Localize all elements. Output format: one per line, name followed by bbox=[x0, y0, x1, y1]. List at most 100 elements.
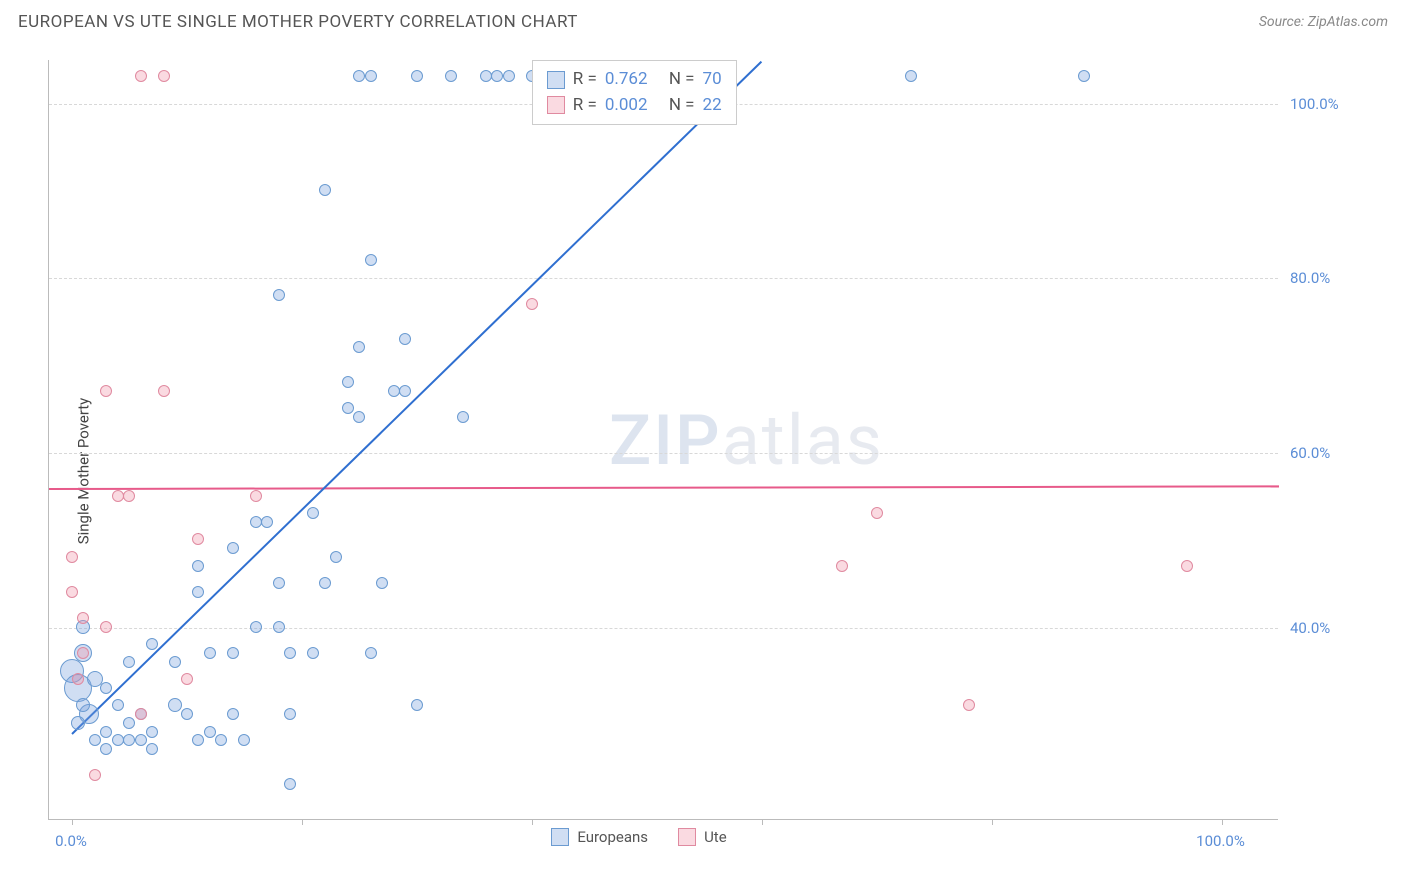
european-point bbox=[1078, 70, 1090, 82]
european-point bbox=[307, 647, 319, 659]
european-point bbox=[284, 708, 296, 720]
european-point bbox=[100, 726, 112, 738]
european-point bbox=[342, 376, 354, 388]
european-point bbox=[399, 385, 411, 397]
european-point bbox=[71, 716, 85, 730]
european-point bbox=[273, 621, 285, 633]
european-point bbox=[353, 341, 365, 353]
european-point bbox=[273, 289, 285, 301]
european-point bbox=[146, 726, 158, 738]
european-point bbox=[100, 743, 112, 755]
european-point bbox=[353, 411, 365, 423]
legend-label: Ute bbox=[704, 828, 727, 846]
gridline-h bbox=[49, 278, 1278, 279]
x-tick bbox=[762, 819, 763, 825]
ute-point bbox=[158, 70, 170, 82]
european-point bbox=[146, 638, 158, 650]
european-point bbox=[353, 70, 365, 82]
legend-swatch bbox=[547, 71, 565, 89]
ute-point bbox=[112, 490, 124, 502]
european-point bbox=[503, 70, 515, 82]
european-point bbox=[250, 516, 262, 528]
ute-point bbox=[158, 385, 170, 397]
european-regression-line bbox=[71, 60, 762, 734]
n-label: N = bbox=[669, 67, 695, 93]
european-point bbox=[100, 682, 112, 694]
european-point bbox=[204, 726, 216, 738]
european-point bbox=[227, 708, 239, 720]
legend-row: R = 0.762 N = 70 bbox=[547, 67, 722, 93]
ute-point bbox=[100, 621, 112, 633]
european-point bbox=[123, 717, 135, 729]
legend-swatch bbox=[551, 828, 569, 846]
european-point bbox=[123, 656, 135, 668]
european-point bbox=[411, 70, 423, 82]
ute-point bbox=[963, 699, 975, 711]
x-axis-legend: Europeans Ute bbox=[0, 828, 1278, 846]
ute-point bbox=[123, 490, 135, 502]
european-point bbox=[284, 647, 296, 659]
european-point bbox=[112, 734, 124, 746]
european-point bbox=[388, 385, 400, 397]
european-point bbox=[238, 734, 250, 746]
n-value: 70 bbox=[703, 67, 722, 93]
european-point bbox=[112, 699, 124, 711]
x-tick-label: 100.0% bbox=[1196, 832, 1245, 850]
ute-point bbox=[89, 769, 101, 781]
european-point bbox=[457, 411, 469, 423]
legend-row: R =0.002N =22 bbox=[547, 93, 722, 119]
legend-label: Europeans bbox=[577, 828, 648, 846]
european-point bbox=[330, 551, 342, 563]
european-point bbox=[181, 708, 193, 720]
x-tick bbox=[302, 819, 303, 825]
legend-swatch bbox=[547, 96, 565, 114]
plot-region: ZIPatlas R =0.762N =70R =0.002N =22 bbox=[48, 60, 1278, 820]
european-point bbox=[76, 698, 90, 712]
european-point bbox=[365, 70, 377, 82]
series-legend-item: Ute bbox=[678, 828, 727, 846]
european-point bbox=[365, 254, 377, 266]
chart-title: EUROPEAN VS UTE SINGLE MOTHER POVERTY CO… bbox=[18, 12, 578, 32]
european-point bbox=[445, 70, 457, 82]
european-point bbox=[169, 656, 181, 668]
european-point bbox=[135, 734, 147, 746]
european-point bbox=[376, 577, 388, 589]
ute-point bbox=[526, 298, 538, 310]
european-point bbox=[192, 560, 204, 572]
ute-point bbox=[100, 385, 112, 397]
ute-point bbox=[871, 507, 883, 519]
y-tick-label: 100.0% bbox=[1290, 95, 1339, 113]
european-point bbox=[319, 184, 331, 196]
ute-point bbox=[1181, 560, 1193, 572]
european-point bbox=[491, 70, 503, 82]
n-value: 22 bbox=[703, 93, 722, 119]
ute-point bbox=[77, 647, 89, 659]
x-tick bbox=[1222, 819, 1223, 825]
european-point bbox=[319, 577, 331, 589]
source-prefix: Source: bbox=[1259, 14, 1308, 30]
european-point bbox=[89, 734, 101, 746]
x-tick bbox=[532, 819, 533, 825]
legend-swatch bbox=[678, 828, 696, 846]
r-label: R = bbox=[573, 67, 597, 93]
european-point bbox=[480, 70, 492, 82]
r-value: 0.762 bbox=[605, 67, 661, 93]
european-point bbox=[307, 507, 319, 519]
european-point bbox=[905, 70, 917, 82]
european-point bbox=[365, 647, 377, 659]
european-point bbox=[168, 698, 182, 712]
source-name: ZipAtlas.com bbox=[1308, 14, 1388, 30]
source-attribution: Source: ZipAtlas.com bbox=[1259, 14, 1388, 30]
gridline-h bbox=[49, 453, 1278, 454]
n-label: N = bbox=[669, 93, 695, 119]
ute-regression-line bbox=[49, 485, 1279, 490]
ute-point bbox=[135, 70, 147, 82]
ute-point bbox=[250, 490, 262, 502]
european-point bbox=[342, 402, 354, 414]
european-point bbox=[250, 621, 262, 633]
ute-point bbox=[77, 612, 89, 624]
ute-point bbox=[66, 551, 78, 563]
y-tick-label: 60.0% bbox=[1290, 444, 1330, 462]
european-point bbox=[411, 699, 423, 711]
r-value: 0.002 bbox=[605, 93, 661, 119]
